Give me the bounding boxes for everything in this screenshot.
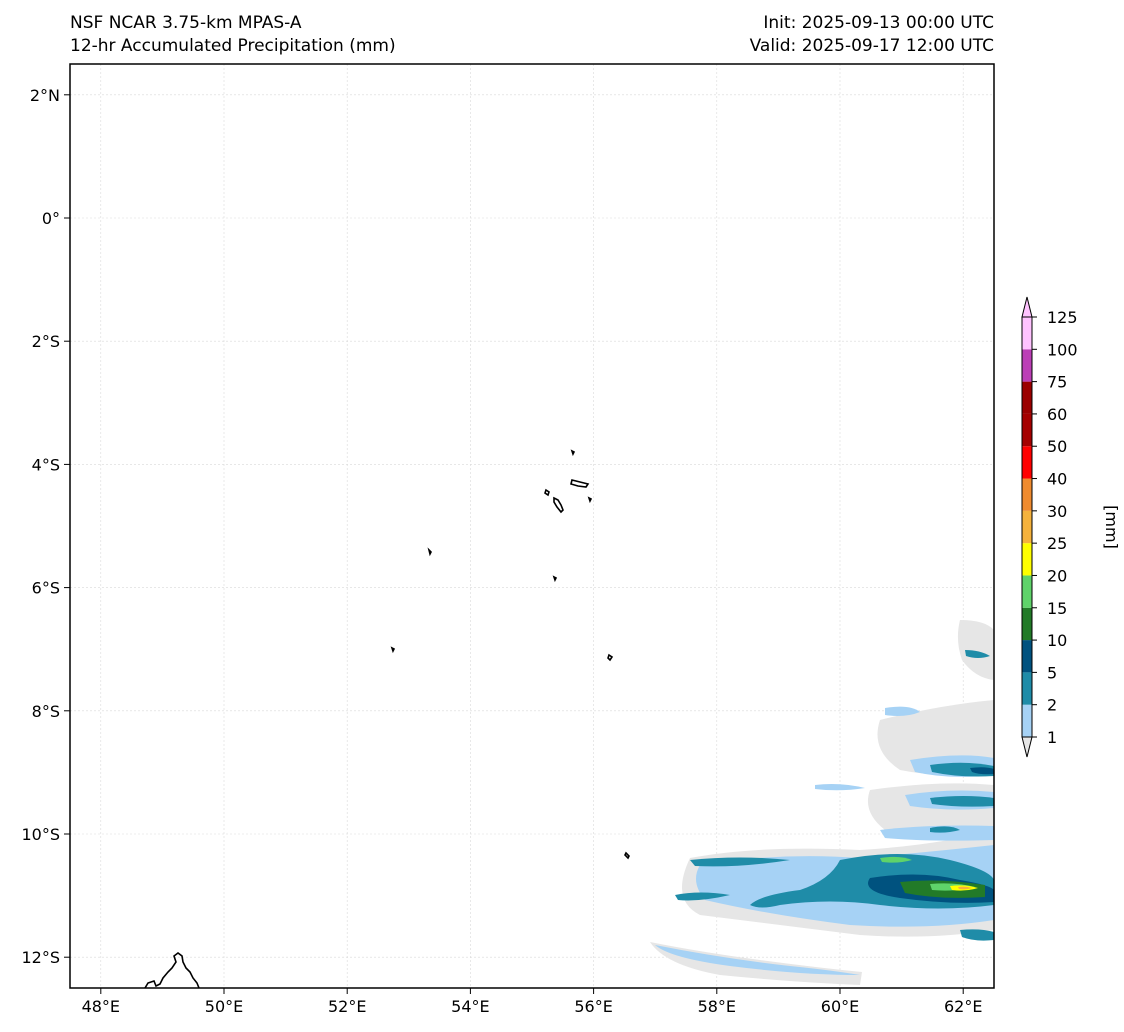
colorbar-units-label: [mm] [1102,505,1121,549]
precip-swath-light [957,620,994,680]
field-title: 12-hr Accumulated Precipitation (mm) [70,36,396,56]
axis-ticks: 48°E 50°E 52°E 54°E 56°E 58°E 60°E 62°E 2°N 0° 2°S… [21,86,982,1016]
lat-tick-label: 8°S [32,702,60,721]
precip-swath-teal [930,796,994,807]
colorbar-bin [1022,704,1032,737]
lon-tick-label: 54°E [451,997,489,1016]
coastlines [144,449,630,988]
colorbar-level-label: 2 [1047,696,1057,715]
lat-tick-label: 2°S [32,332,60,351]
colorbar-level-label: 25 [1047,534,1067,553]
lon-tick-label: 62°E [944,997,982,1016]
madagascar-coast [144,952,200,988]
colorbar-level-label: 20 [1047,566,1067,585]
island [607,653,614,662]
precip-core-green [880,856,912,863]
lat-tick-label: 6°S [32,579,60,598]
precip-core-orange [958,886,972,890]
precip-swath-teal [960,929,994,941]
colorbar-bin [1022,640,1032,673]
model-title: NSF NCAR 3.75-km MPAS-A [70,13,302,33]
colorbar-level-label: 30 [1047,502,1067,521]
colorbar-bin [1022,510,1032,544]
colorbar-level-label: 10 [1047,631,1067,650]
island [390,646,396,654]
precip-swath-blue [655,945,860,975]
map-frame [69,63,995,989]
colorbar-level-label: 15 [1047,599,1067,618]
seychelles-island [587,496,593,504]
precip-swath-teal [965,650,990,658]
seychelles-island [570,449,576,457]
map-gridlines [70,64,994,988]
colorbar-bin [1022,543,1032,576]
lat-tick-label: 4°S [32,455,60,474]
lon-tick-label: 50°E [205,997,243,1016]
colorbar-bin [1022,672,1032,705]
colorbar-bin [1022,478,1032,511]
colorbar-level-label: 75 [1047,373,1067,392]
colorbar-extend-low [1021,736,1033,758]
colorbar-extend-high [1021,296,1033,318]
colorbar-bin [1022,446,1032,479]
colorbar-level-label: 50 [1047,437,1067,456]
colorbar-level-label: 100 [1047,340,1078,359]
island [624,851,630,860]
colorbar-bin [1022,317,1032,350]
seychelles-island [570,479,590,488]
lon-tick-label: 48°E [82,997,120,1016]
island [427,547,432,557]
precip-swath-blue [880,825,994,841]
island [552,575,558,583]
lon-tick-label: 58°E [698,997,736,1016]
colorbar-level-label: 125 [1047,308,1078,327]
precipitation-field [650,620,994,985]
lat-tick-label: 10°S [21,825,60,844]
lat-tick-label: 2°N [30,86,60,105]
init-time: Init: 2025-09-13 00:00 UTC [763,13,994,33]
lon-tick-label: 52°E [328,997,366,1016]
colorbar-bin [1022,413,1032,447]
valid-time: Valid: 2025-09-17 12:00 UTC [749,36,994,56]
colorbar-bin [1022,381,1032,414]
lon-tick-label: 56°E [574,997,612,1016]
precip-swath-blue [815,784,865,791]
colorbar-level-label: 1 [1047,728,1057,747]
lat-tick-label: 12°S [21,948,60,967]
colorbar-bin [1022,607,1032,641]
precip-swath-blue [885,706,920,716]
colorbar-level-label: 5 [1047,663,1057,682]
colorbar-bin [1022,575,1032,608]
lat-tick-label: 0° [42,209,60,228]
precip-swath-teal [675,892,730,901]
precip-core-darkblue [970,767,994,775]
colorbar-level-label: 60 [1047,405,1067,424]
colorbar-level-label: 40 [1047,470,1067,489]
seychelles-island [553,496,564,514]
lon-tick-label: 60°E [821,997,859,1016]
precip-swath-teal [930,826,960,833]
colorbar-frame [1021,316,1033,738]
precip-swath-teal [690,857,790,867]
seychelles-island [544,488,550,497]
colorbar-bin [1022,349,1032,382]
